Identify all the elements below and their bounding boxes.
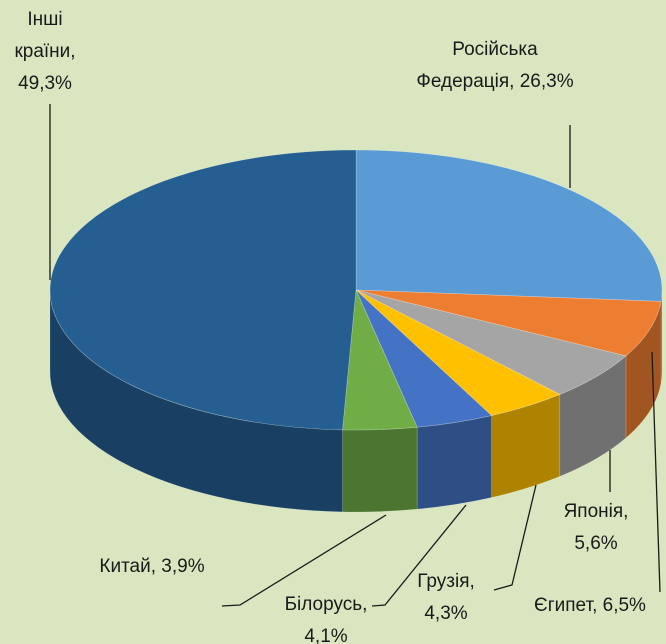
slice xyxy=(355,289,627,395)
slice-side xyxy=(342,426,418,513)
data-label: країни, xyxy=(14,41,75,62)
data-label: Білорусь, xyxy=(285,594,368,615)
slice xyxy=(342,288,418,431)
slice xyxy=(355,289,493,428)
leader-line xyxy=(493,484,537,591)
slice xyxy=(355,289,662,357)
slice xyxy=(355,149,663,302)
data-label: Російська xyxy=(452,39,538,60)
leader-line xyxy=(651,351,661,593)
slice-side xyxy=(625,301,662,439)
data-label: Китай, 3,9% xyxy=(99,556,204,577)
data-label: 49,3% xyxy=(18,73,72,94)
data-label: Японія, xyxy=(564,501,629,522)
slice-side xyxy=(491,393,561,498)
data-label: 4,3% xyxy=(424,603,467,624)
data-label: Федерація, 26,3% xyxy=(416,71,573,92)
leader-line xyxy=(371,504,467,607)
slice-side xyxy=(49,289,343,513)
slice xyxy=(355,289,561,416)
data-label: 5,6% xyxy=(574,533,617,554)
data-label: Інші xyxy=(27,9,62,30)
data-label: Грузія, xyxy=(417,571,475,592)
slice xyxy=(49,149,357,431)
slice-side xyxy=(416,415,492,510)
data-label: 4,1% xyxy=(304,626,347,644)
leader-line xyxy=(221,514,387,607)
data-label: Єгипет, 6,5% xyxy=(534,595,646,616)
